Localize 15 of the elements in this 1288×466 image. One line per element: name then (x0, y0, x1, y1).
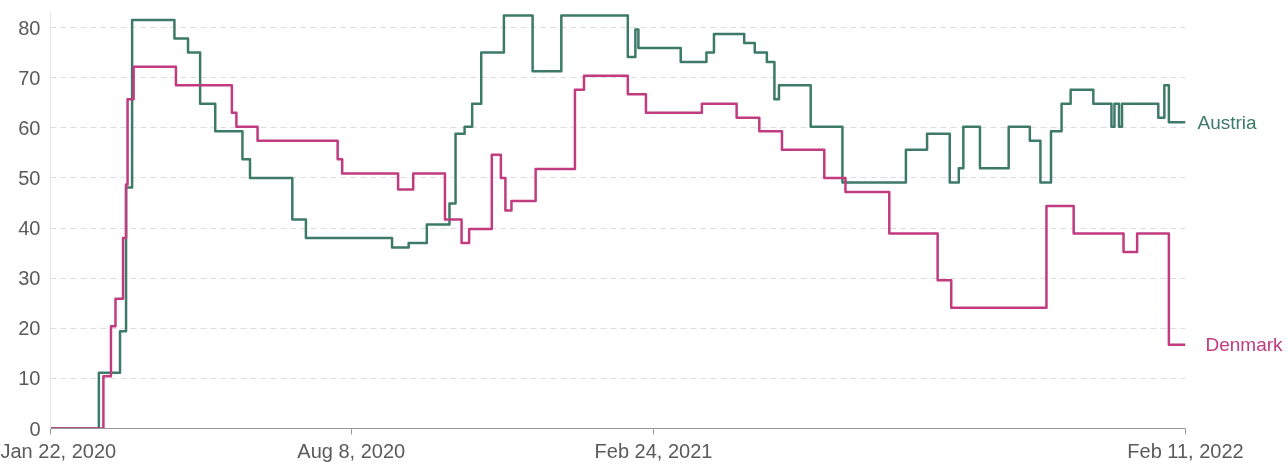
y-tick-label: 30 (18, 267, 41, 290)
series-label: Denmark (1205, 334, 1284, 356)
y-tick-label: 20 (18, 317, 41, 340)
x-tick-label: Feb 24, 2021 (594, 439, 713, 462)
y-tick-label: 60 (18, 116, 41, 139)
y-tick-label: 70 (18, 66, 41, 89)
y-tick-label: 80 (18, 16, 41, 39)
x-tick-label: Feb 11, 2022 (1127, 439, 1244, 462)
y-tick-label: 0 (29, 417, 41, 440)
x-tick-label: Aug 8, 2020 (297, 439, 406, 462)
y-tick-label: 10 (18, 367, 41, 390)
x-tick-label: Jan 22, 2020 (0, 439, 117, 462)
y-tick-label: 50 (18, 166, 41, 189)
y-tick-label: 40 (18, 217, 41, 240)
series-label: Austria (1197, 111, 1258, 133)
